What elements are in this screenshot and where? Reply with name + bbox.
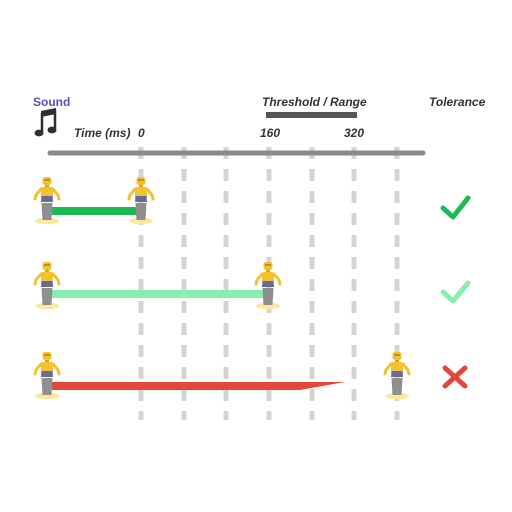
delay-bar-row-3	[52, 382, 345, 390]
tolerance-label: Tolerance	[429, 95, 486, 109]
time-axis-label: Time (ms)	[74, 126, 131, 140]
robot-figure-icon	[254, 260, 282, 311]
delay-bar-row-1	[52, 207, 142, 215]
cross-icon	[442, 365, 468, 389]
robot-figure-icon	[33, 350, 61, 401]
delay-bar-row-2	[52, 290, 269, 298]
tick-label-160: 160	[260, 126, 281, 140]
music-note-icon	[34, 108, 57, 137]
tick-label-0: 0	[138, 126, 145, 140]
sound-label: Sound	[33, 95, 71, 109]
robot-figure-icon	[33, 175, 61, 226]
tick-label-320: 320	[344, 126, 365, 140]
check-icon	[440, 195, 471, 220]
check-icon	[440, 280, 471, 304]
robot-figure-icon	[127, 175, 155, 226]
threshold-label: Threshold / Range	[262, 95, 367, 109]
robot-figure-icon	[383, 350, 411, 401]
robot-figure-icon	[33, 260, 61, 311]
threshold-bar	[266, 112, 357, 118]
